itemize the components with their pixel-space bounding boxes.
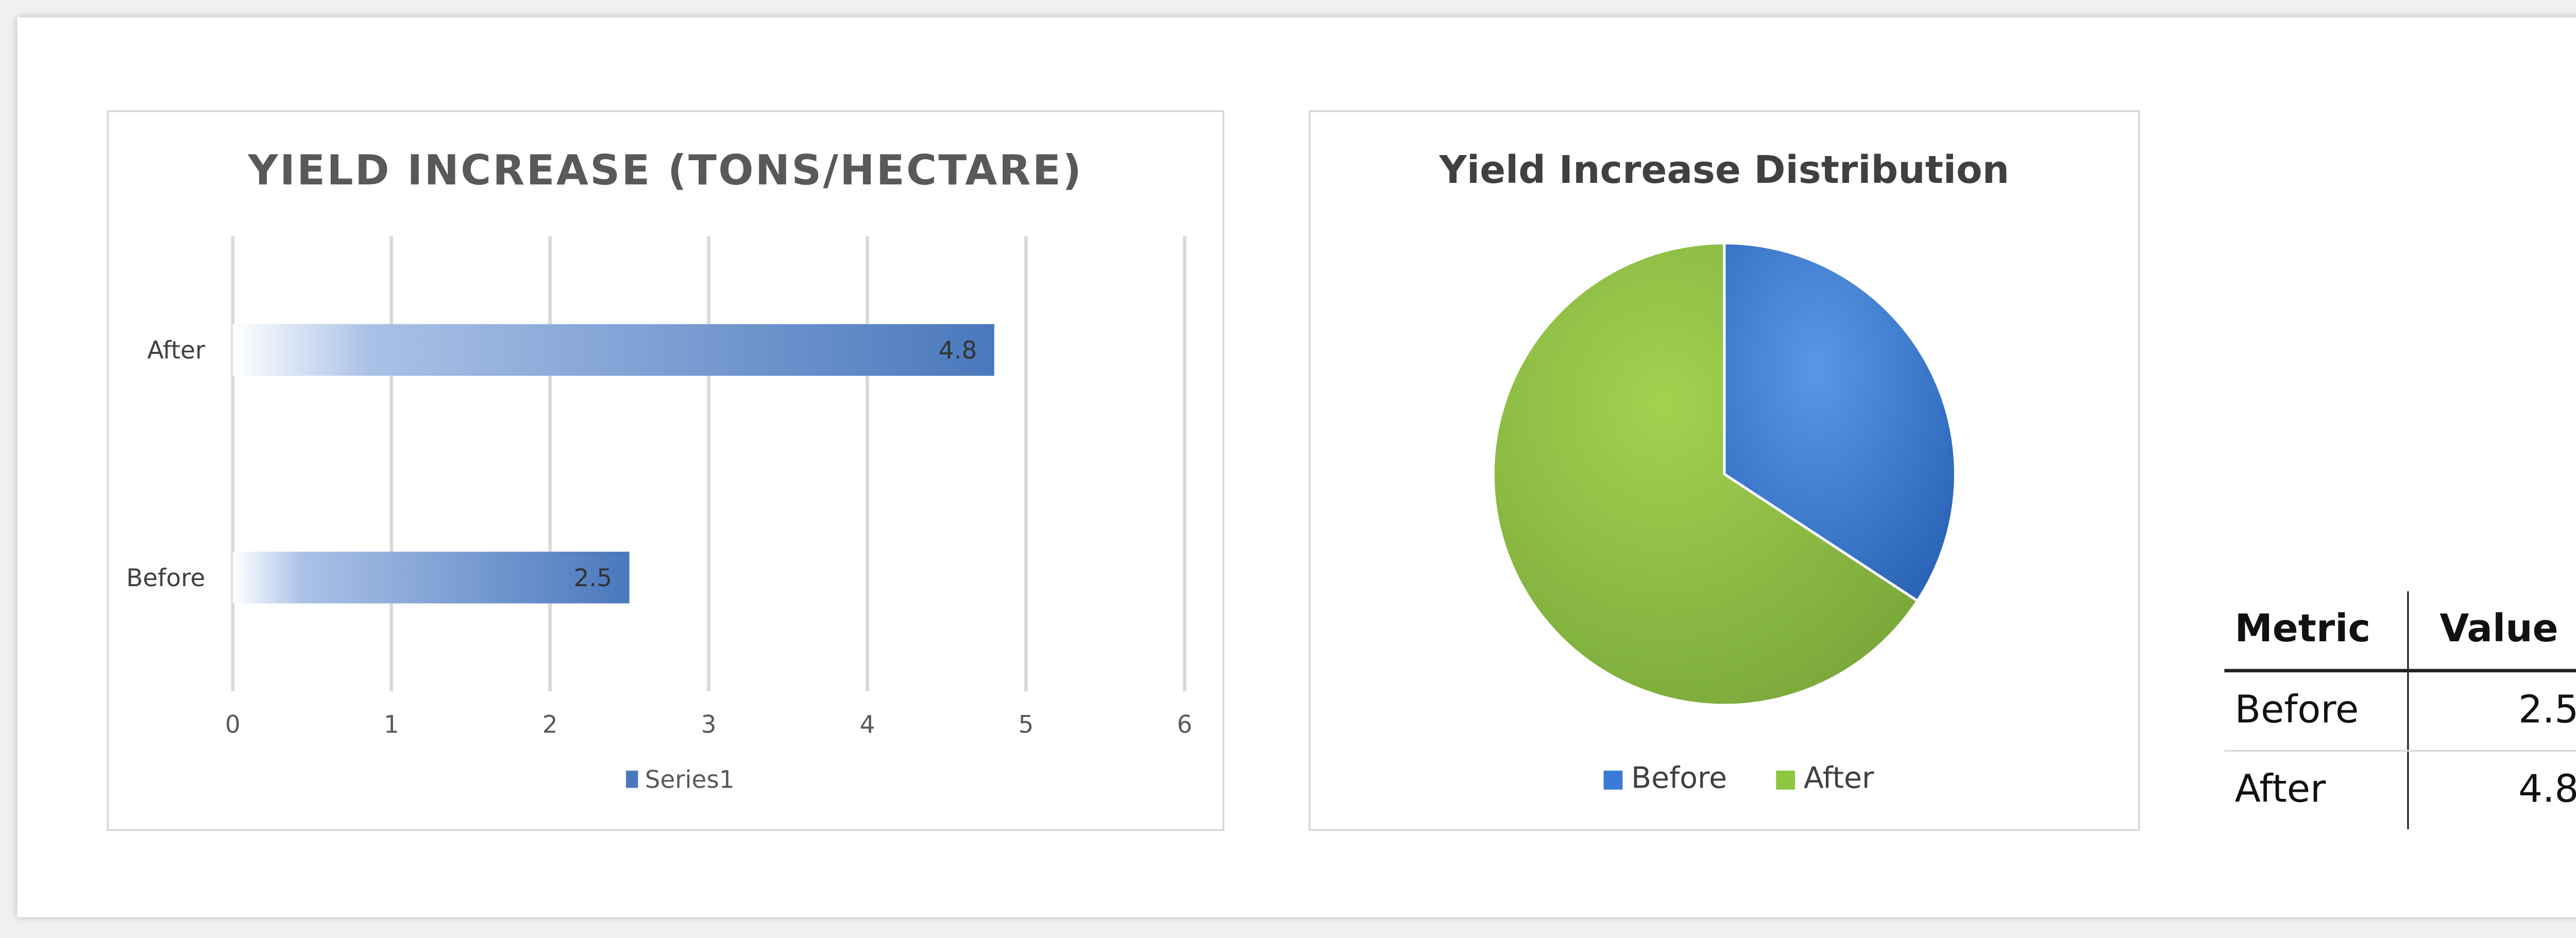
legend-label: Series1 [645, 766, 735, 794]
table-header-value: Value [2407, 591, 2576, 673]
legend-label: Before [1631, 761, 1727, 795]
legend-label: After [1804, 761, 1874, 795]
x-tick-label: 2 [543, 711, 558, 739]
x-tick-label: 6 [1177, 711, 1192, 739]
bar-chart-plot: 0 1 2 3 4 5 6 Before 2.5 After 4.8 Series1 [126, 236, 1192, 794]
data-label: 2.5 [574, 565, 613, 592]
legend-swatch [1603, 771, 1623, 790]
pie-chart-plot: Before After [1492, 242, 1957, 795]
legend-swatch [1776, 771, 1795, 790]
table-cell-value: 4.8 [2407, 749, 2576, 829]
table-header-row: Metric Value [2224, 591, 2576, 673]
y-category-label: After [147, 337, 206, 365]
table-header-metric: Metric [2224, 591, 2408, 673]
pie-chart: Yield Increase Distribution Before After [1309, 110, 2140, 831]
table-cell-metric: After [2224, 749, 2408, 829]
x-tick-label: 5 [1018, 711, 1033, 739]
x-tick-label: 1 [384, 711, 399, 739]
bar [232, 552, 630, 604]
bar-chart: YIELD INCREASE (TONS/HECTARE) 0 1 2 3 4 5 6 Bef… [107, 110, 1225, 831]
metrics-table: Metric Value Before 2.5 After 4.8 [2224, 591, 2576, 829]
x-tick-label: 3 [701, 711, 717, 739]
table-cell-metric: Before [2224, 670, 2408, 751]
pie-slice [1492, 242, 1920, 707]
bar-chart-title: YIELD INCREASE (TONS/HECTARE) [248, 146, 1083, 195]
bar [232, 324, 994, 376]
x-tick-label: 4 [860, 711, 875, 739]
data-label: 4.8 [939, 337, 977, 365]
x-tick-label: 0 [225, 711, 241, 739]
legend-swatch [625, 771, 638, 788]
table-row: Before 2.5 [2224, 670, 2576, 751]
sheet: YIELD INCREASE (TONS/HECTARE) 0 1 2 3 4 5 6 Bef… [17, 17, 2576, 917]
table-cell-value: 2.5 [2407, 670, 2576, 751]
table-row: After 4.8 [2224, 749, 2576, 829]
pie-chart-title: Yield Increase Distribution [1439, 150, 2010, 193]
y-category-label: Before [126, 565, 205, 592]
